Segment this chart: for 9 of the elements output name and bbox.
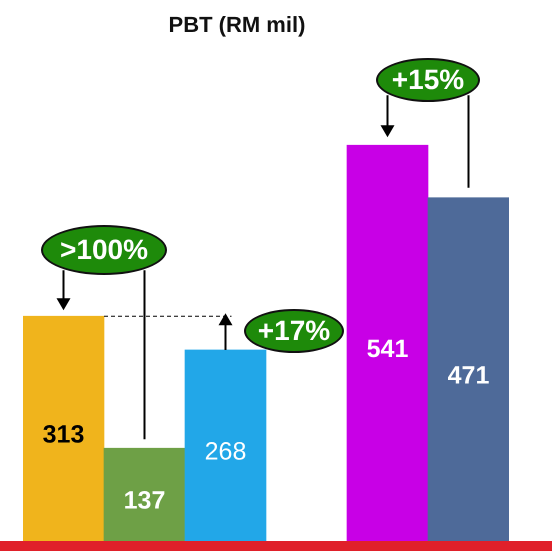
text: +15% <box>376 58 480 102</box>
data-label: 471 <box>448 361 490 390</box>
data-label: 313 <box>42 420 84 449</box>
data-label: 541 <box>366 335 408 364</box>
annotation: +17% <box>244 309 344 354</box>
data-label: 137 <box>124 486 166 515</box>
data-label: 268 <box>204 437 246 466</box>
annotation: >100% <box>41 225 167 276</box>
chart-title: PBT (RM mil) <box>168 12 306 38</box>
